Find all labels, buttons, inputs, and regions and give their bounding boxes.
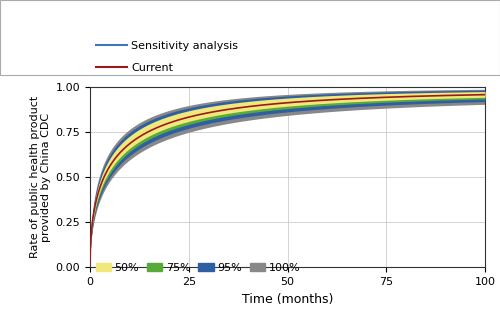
Legend: 50%, 75%, 95%, 100%: 50%, 75%, 95%, 100% — [96, 263, 300, 273]
X-axis label: Time (months): Time (months) — [242, 293, 333, 306]
Y-axis label: Rate of public health product
provided by China CDC: Rate of public health product provided b… — [30, 96, 52, 258]
